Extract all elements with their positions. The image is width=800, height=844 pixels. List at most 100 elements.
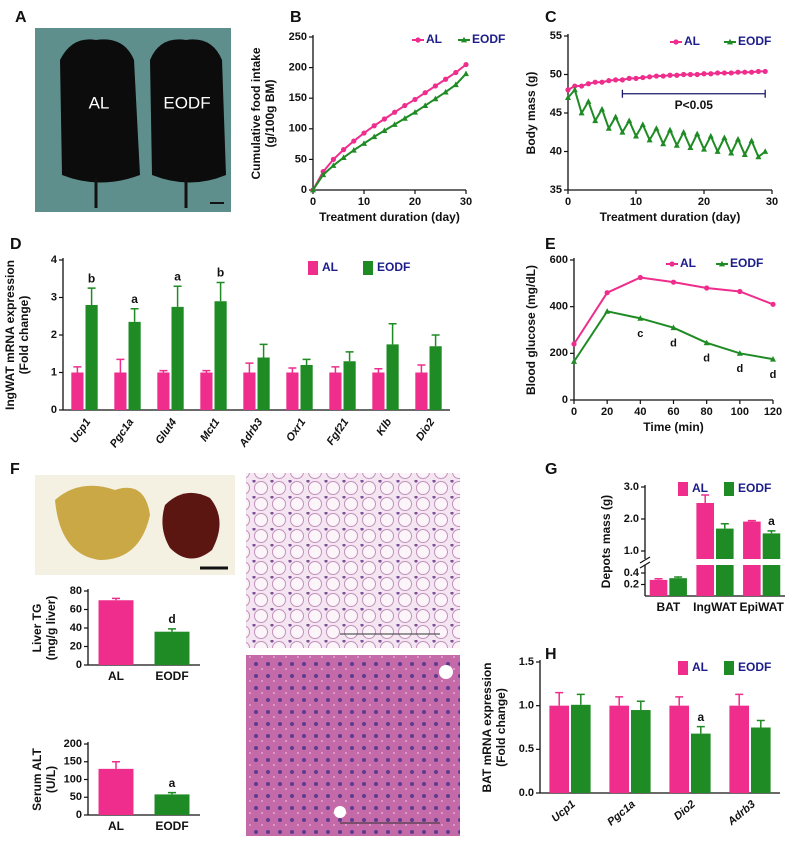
marker bbox=[727, 38, 733, 45]
marker bbox=[701, 71, 707, 77]
y-axis-title: (Fold change) bbox=[494, 688, 508, 767]
error-bar bbox=[636, 700, 645, 711]
marker bbox=[606, 78, 612, 84]
bar bbox=[571, 704, 591, 793]
marker bbox=[571, 341, 577, 347]
bar bbox=[549, 705, 569, 793]
bracket-label: P<0.05 bbox=[675, 98, 714, 112]
marker bbox=[605, 125, 612, 131]
marker bbox=[412, 109, 418, 115]
error-bar bbox=[168, 628, 176, 632]
marker bbox=[755, 68, 762, 75]
marker bbox=[572, 83, 578, 89]
marker bbox=[728, 149, 735, 156]
significance-label: a bbox=[768, 514, 775, 528]
bar bbox=[257, 357, 270, 410]
marker bbox=[707, 132, 714, 139]
y-tick-label: 600 bbox=[550, 254, 568, 266]
marker bbox=[443, 76, 449, 82]
error-bar bbox=[675, 696, 684, 706]
y-axis-title: Cumulative food intake bbox=[249, 47, 263, 179]
bar bbox=[669, 578, 687, 596]
significance-label: c bbox=[637, 328, 643, 340]
mouse-photo bbox=[35, 28, 231, 212]
bar bbox=[691, 733, 711, 793]
legend-label: AL bbox=[692, 660, 708, 674]
marker bbox=[681, 71, 687, 78]
marker bbox=[463, 61, 469, 68]
marker bbox=[653, 125, 660, 131]
bar bbox=[214, 301, 227, 410]
y-tick-label: 200 bbox=[289, 62, 307, 74]
error-bar bbox=[112, 761, 120, 769]
bar bbox=[154, 794, 190, 815]
photo-label: EODF bbox=[163, 93, 210, 112]
y-axis-title: (Fold change) bbox=[17, 296, 31, 375]
marker bbox=[415, 37, 421, 43]
error-bar bbox=[87, 287, 96, 305]
legend-swatch bbox=[363, 261, 373, 275]
marker bbox=[762, 148, 769, 154]
x-tick-label: 0 bbox=[571, 406, 577, 418]
significance-label: a bbox=[131, 292, 138, 306]
error-bar bbox=[116, 358, 125, 373]
marker bbox=[669, 261, 675, 267]
marker bbox=[391, 121, 398, 127]
marker bbox=[599, 79, 605, 85]
y-tick-label: 400 bbox=[550, 301, 568, 313]
significance-label: a bbox=[697, 710, 704, 724]
marker bbox=[701, 145, 707, 152]
y-tick-label: 0 bbox=[76, 809, 82, 821]
series-line bbox=[312, 63, 467, 191]
x-tick-label: EpiWAT bbox=[739, 600, 784, 614]
marker bbox=[619, 77, 626, 83]
marker bbox=[667, 126, 673, 133]
y-tick-label: 0.4 bbox=[624, 567, 640, 579]
bar bbox=[609, 705, 629, 793]
y-tick-label: 40 bbox=[70, 622, 82, 634]
error-bar bbox=[431, 334, 440, 347]
legend-label: AL bbox=[692, 481, 708, 495]
marker bbox=[749, 69, 755, 75]
panel-letter: F bbox=[10, 461, 20, 478]
panel-letter: H bbox=[545, 646, 557, 663]
error-bar bbox=[130, 308, 139, 322]
legend-label: EODF bbox=[738, 660, 771, 674]
marker bbox=[687, 144, 694, 151]
legend-swatch bbox=[724, 482, 734, 496]
y-tick-label: 40 bbox=[550, 145, 562, 157]
liver-photo bbox=[35, 475, 235, 575]
y-axis-title: Blood glucose (mg/dL) bbox=[524, 265, 538, 395]
marker bbox=[422, 102, 429, 108]
error-bar bbox=[374, 368, 383, 373]
marker bbox=[660, 73, 666, 79]
marker bbox=[432, 95, 439, 102]
significance-label: b bbox=[217, 266, 224, 280]
marker bbox=[571, 86, 578, 93]
legend-label: EODF bbox=[472, 32, 505, 46]
error-bar bbox=[555, 691, 564, 706]
y-tick-label: 0.2 bbox=[624, 578, 639, 590]
marker bbox=[639, 121, 646, 127]
error-bar bbox=[73, 366, 82, 373]
marker bbox=[673, 142, 680, 148]
significance-label: d bbox=[670, 338, 677, 350]
marker bbox=[310, 186, 316, 193]
legend-swatch bbox=[308, 261, 318, 275]
y-tick-label: 0 bbox=[562, 394, 568, 406]
y-tick-label: 150 bbox=[289, 92, 307, 104]
panel-letter: D bbox=[10, 236, 22, 253]
x-tick-label: 80 bbox=[701, 406, 713, 418]
marker bbox=[351, 138, 357, 144]
x-tick-label: 40 bbox=[634, 406, 646, 418]
significance-label: a bbox=[174, 269, 181, 283]
marker bbox=[737, 288, 743, 295]
error-bar bbox=[615, 696, 624, 706]
marker bbox=[381, 116, 387, 122]
x-tick-label: Adrb3 bbox=[725, 798, 758, 828]
x-tick-label: 10 bbox=[358, 196, 370, 208]
marker bbox=[703, 339, 710, 346]
y-axis-title: BAT mRNA expression bbox=[480, 662, 494, 792]
error-bar bbox=[696, 725, 705, 734]
